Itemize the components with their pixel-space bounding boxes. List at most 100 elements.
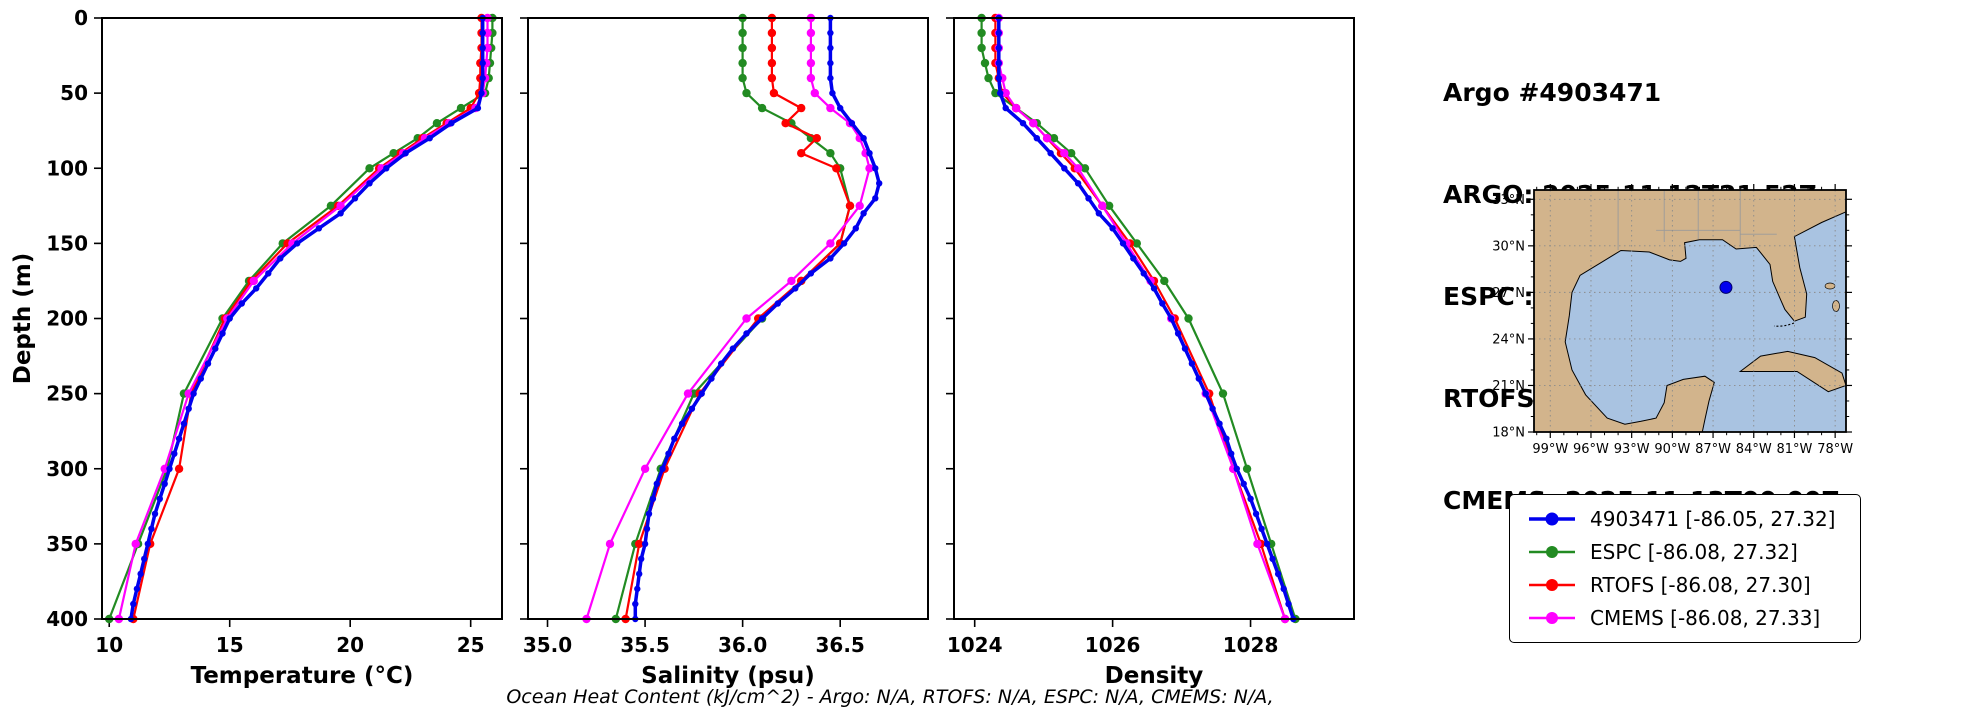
x-tick-label: 15	[216, 633, 244, 657]
profile-marker-4903471	[479, 44, 486, 52]
profile-marker-4903471	[1274, 570, 1282, 578]
profile-marker-4903471	[166, 465, 173, 472]
map-island-bahamas-2	[1832, 300, 1840, 312]
profile-marker-4903471	[212, 345, 219, 352]
profile-marker-ESPC	[1080, 164, 1090, 173]
profile-marker-4903471	[653, 480, 660, 487]
profile-marker-4903471	[1085, 195, 1092, 202]
profile-marker-CMEMS	[1029, 119, 1038, 128]
profile-marker-ESPC	[326, 201, 336, 210]
legend-marker-espc	[1529, 546, 1575, 558]
y-tick-label: 150	[46, 231, 88, 255]
profile-marker-CMEMS	[742, 314, 751, 323]
profile-marker-RTOFS	[812, 134, 821, 143]
profile-marker-4903471	[156, 495, 163, 502]
legend-item-4903471: 4903471 [-86.05, 27.32]	[1526, 507, 1844, 531]
profile-marker-4903471	[1228, 450, 1235, 457]
y-tick-label: 300	[46, 457, 88, 481]
profile-marker-4903471	[827, 29, 834, 37]
profile-marker-ESPC	[980, 58, 990, 68]
profile-marker-4903471	[848, 120, 856, 127]
profile-marker-4903471	[698, 390, 705, 397]
map-land-mainland	[1533, 189, 1847, 433]
profile-marker-4903471	[807, 270, 815, 277]
profile-marker-4903471	[479, 59, 486, 67]
map-state-borders	[1617, 190, 1777, 250]
profile-marker-ESPC	[826, 149, 835, 158]
profile-marker-ESPC	[742, 88, 751, 98]
map-lon-label: 81°W	[1776, 442, 1812, 457]
profile-marker-4903471	[474, 104, 482, 112]
panel-frame	[527, 17, 929, 620]
map-island-bahamas	[1824, 282, 1836, 290]
profile-marker-4903471	[351, 195, 359, 202]
profile-marker-4903471	[219, 330, 226, 337]
profile-marker-4903471	[1140, 270, 1147, 277]
map-lat-label: 27°N	[1492, 286, 1525, 301]
profile-marker-4903471	[294, 240, 301, 247]
profile-marker-4903471	[1202, 390, 1209, 397]
profile-line-CMEMS	[997, 16, 1287, 621]
y-tick-label: 200	[46, 307, 88, 331]
float-location-marker	[1719, 280, 1733, 294]
profile-marker-ESPC	[1218, 389, 1228, 398]
profile-plots: Depth (m) 0 50 100 150 200 250 300 350 400 10 15 20 2…	[10, 6, 1355, 689]
legend-item-espc: ESPC [-86.08, 27.32]	[1526, 540, 1844, 564]
profile-marker-ESPC	[432, 119, 442, 128]
profile-marker-CMEMS	[249, 276, 258, 286]
profile-marker-4903471	[141, 555, 148, 563]
profile-line-ESPC	[614, 16, 852, 621]
profile-marker-4903471	[688, 405, 696, 412]
profile-marker-4903471	[204, 360, 212, 367]
profile-marker-4903471	[161, 480, 168, 487]
map-lon-label: 93°W	[1614, 442, 1650, 457]
profile-marker-4903471	[774, 300, 781, 307]
profile-marker-CMEMS	[826, 103, 835, 113]
profile-marker-4903471	[643, 525, 651, 532]
x-tick-label: 1024	[947, 633, 1003, 657]
x-axis-label: Temperature (°C)	[191, 663, 414, 689]
profile-marker-4903471	[148, 525, 155, 532]
legend-label: ESPC [-86.08, 27.32]	[1590, 540, 1798, 564]
map-svg: 99°W 96°W 93°W 90°W 87°W 84°W 81°W 78°W 33°N 30°N…	[1492, 184, 1853, 457]
x-tick-label: 36.0	[718, 633, 767, 657]
profile-marker-4903471	[1061, 165, 1068, 172]
profile-marker-4903471	[995, 59, 1002, 67]
profile-marker-4903471	[837, 104, 844, 112]
profile-marker-CMEMS	[605, 539, 615, 549]
profile-marker-RTOFS	[767, 28, 777, 38]
legend-marker-cmems	[1529, 612, 1575, 624]
profile-marker-4903471	[1159, 300, 1166, 307]
profile-marker-4903471	[383, 165, 390, 172]
profile-marker-4903471	[995, 29, 1002, 37]
profile-marker-4903471	[866, 150, 873, 157]
y-tick-label: 250	[46, 382, 88, 406]
profile-marker-4903471	[1240, 480, 1247, 487]
profile-marker-4903471	[995, 74, 1002, 82]
profile-marker-4903471	[185, 405, 192, 412]
profile-marker-RTOFS	[797, 103, 806, 113]
profile-marker-ESPC	[738, 73, 747, 83]
profile-marker-4903471	[995, 44, 1002, 52]
profile-line-RTOFS	[132, 16, 483, 621]
map-lat-label: 21°N	[1492, 379, 1525, 394]
profile-marker-4903471	[827, 255, 834, 262]
profile-marker-4903471	[632, 600, 639, 608]
profile-marker-CMEMS	[1098, 201, 1107, 210]
map-lon-label: 84°W	[1736, 442, 1772, 457]
profile-line-RTOFS	[624, 16, 852, 621]
profile-marker-CMEMS	[1060, 149, 1069, 158]
profile-marker-CMEMS	[810, 88, 819, 98]
profile-marker-4903471	[253, 285, 260, 292]
profile-marker-CMEMS	[1042, 134, 1052, 143]
profile-line-CMEMS	[117, 16, 489, 621]
profile-marker-ESPC	[456, 103, 466, 113]
map-land-cuba	[1738, 350, 1847, 393]
profile-marker-4903471	[1174, 330, 1182, 337]
panel-density: 1024 1026 1028 Density	[946, 13, 1355, 689]
profile-marker-4903471	[840, 240, 848, 247]
profile-marker-4903471	[827, 74, 834, 82]
profile-marker-4903471	[671, 435, 678, 442]
profile-line-4903471	[997, 16, 1296, 621]
